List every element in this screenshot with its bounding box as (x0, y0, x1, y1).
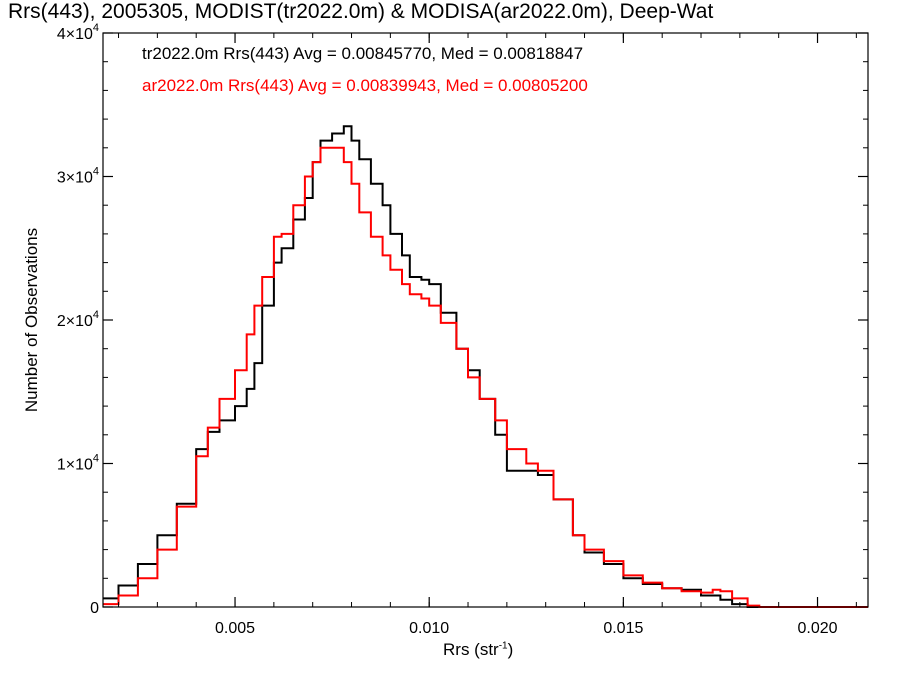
plot-frame (102, 32, 869, 608)
x-tick-label: 0.015 (603, 620, 643, 637)
x-tick-label: 0.020 (797, 620, 837, 637)
chart-title: Rrs(443), 2005305, MODIST(tr2022.0m) & M… (8, 0, 714, 23)
legend-entry-ar2022: ar2022.0m Rrs(443) Avg = 0.00839943, Med… (142, 76, 588, 95)
y-tick-label: 1×104 (57, 453, 99, 474)
y-tick-label: 4×104 (57, 22, 99, 43)
legend-entry-tr2022: tr2022.0m Rrs(443) Avg = 0.00845770, Med… (142, 44, 584, 63)
x-tick-label: 0.010 (409, 620, 449, 637)
x-axis-label: Rrs (str-1) (443, 640, 514, 659)
y-tick-label: 3×104 (57, 166, 99, 187)
series-line-ar2022.0m (103, 146, 868, 608)
y-tick-label: 2×104 (57, 309, 99, 330)
series-line-tr2022.0m (103, 125, 868, 608)
y-tick-label: 0 (90, 600, 99, 617)
x-tick-label: 0.005 (215, 620, 255, 637)
